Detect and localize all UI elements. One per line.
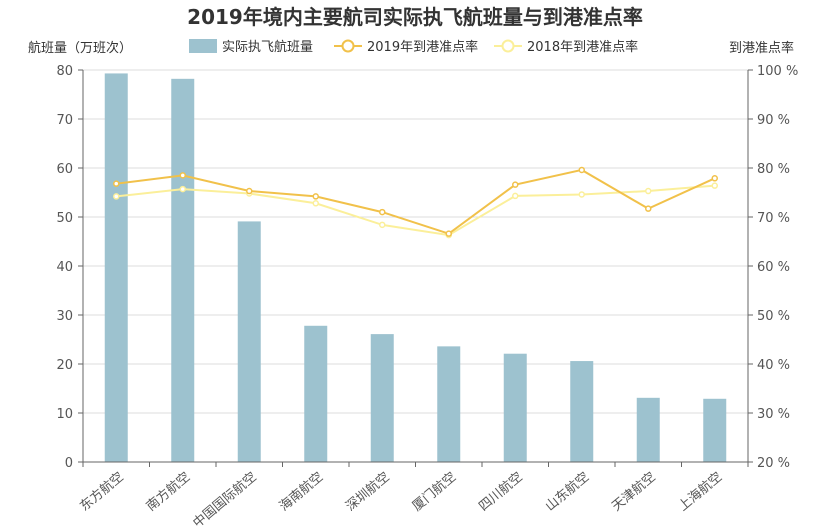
series-point xyxy=(711,182,718,189)
bars xyxy=(104,73,727,463)
right-axis-tick-label: 80 % xyxy=(757,162,790,177)
left-axis-tick-label: 30 xyxy=(56,309,73,324)
left-axis-tick-label: 20 xyxy=(56,358,73,373)
series-point xyxy=(113,193,120,200)
bar xyxy=(171,78,195,462)
x-axis-tick-label: 海南航空 xyxy=(276,469,326,515)
series-point xyxy=(711,175,718,182)
bar xyxy=(104,73,128,463)
legend-swatch-2018-marker xyxy=(501,39,515,53)
bar xyxy=(304,325,328,462)
series-point xyxy=(578,166,585,174)
right-axis-tick-label: 60 % xyxy=(757,260,790,275)
series-point xyxy=(512,192,519,200)
right-axis-tick-label: 30 % xyxy=(757,407,790,422)
right-axis-tick-label: 50 % xyxy=(757,309,790,324)
left-axis-title: 航班量（万班次） xyxy=(28,40,132,56)
right-axis-tick-label: 70 % xyxy=(757,211,790,226)
legend-label-bars: 实际执飞航班量 xyxy=(222,39,313,55)
left-axis-tick-label: 10 xyxy=(56,407,73,422)
bar xyxy=(636,397,660,462)
series-line xyxy=(116,184,715,237)
series-point xyxy=(645,187,652,195)
legend-label-2018: 2018年到港准点率 xyxy=(527,39,638,55)
x-axis-tick-label: 天津航空 xyxy=(609,469,659,515)
x-axis-tick-label: 东方航空 xyxy=(77,469,127,515)
series-point xyxy=(179,172,186,179)
series-point xyxy=(379,208,386,216)
right-axis-tick-label: 90 % xyxy=(757,113,790,128)
bar xyxy=(237,221,261,462)
lines xyxy=(113,166,718,239)
series-point xyxy=(179,185,186,193)
bar xyxy=(570,361,594,462)
series-point xyxy=(113,180,120,187)
bar xyxy=(437,346,461,462)
legend-swatch-2019-marker xyxy=(341,39,355,53)
left-axis-tick-label: 0 xyxy=(65,456,73,471)
left-axis-tick-label: 40 xyxy=(56,260,73,275)
series-point xyxy=(312,193,319,200)
series-point xyxy=(578,191,585,198)
bar xyxy=(503,353,527,462)
bar xyxy=(703,398,727,462)
series-point xyxy=(379,221,386,229)
right-axis-tick-label: 20 % xyxy=(757,456,790,471)
x-axis-tick-label: 深圳航空 xyxy=(343,469,393,515)
series-point xyxy=(512,181,519,188)
left-axis-tick-label: 70 xyxy=(56,113,73,128)
series-point xyxy=(312,200,319,207)
right-axis-tick-label: 40 % xyxy=(757,358,790,373)
left-axis-tick-label: 60 xyxy=(56,162,73,177)
legend: 实际执飞航班量 2019年到港准点率 2018年到港准点率 xyxy=(189,39,638,55)
x-axis-tick-label: 四川航空 xyxy=(476,469,526,515)
series-point xyxy=(645,205,652,212)
x-axis-tick-label: 上海航空 xyxy=(675,469,725,515)
axes xyxy=(78,69,753,467)
series-line xyxy=(116,168,716,235)
legend-swatch-bars xyxy=(189,39,217,53)
right-axis-ticks: 20 % 30 % 40 % 50 % 60 % 70 % 80 % 90 % 100 % xyxy=(757,64,798,471)
series-point xyxy=(246,187,253,195)
x-axis-tick-label: 山东航空 xyxy=(542,469,592,515)
chart-title: 2019年境内主要航司实际执飞航班量与到港准点率 xyxy=(187,5,643,29)
bar xyxy=(370,334,394,462)
x-axis-tick-label: 厦门航空 xyxy=(409,469,459,515)
left-axis-tick-label: 50 xyxy=(56,211,73,226)
left-axis-ticks: 0 10 20 30 40 50 60 70 80 xyxy=(56,64,73,471)
x-axis-tick-label: 南方航空 xyxy=(143,469,193,515)
x-axis-tick-label: 中国国际航空 xyxy=(190,469,260,531)
series-point xyxy=(445,230,452,237)
right-axis-title: 到港准点率 xyxy=(729,40,794,56)
left-axis-tick-label: 80 xyxy=(56,64,73,79)
right-axis-tick-label: 100 % xyxy=(757,64,798,79)
legend-label-2019: 2019年到港准点率 xyxy=(367,39,478,55)
